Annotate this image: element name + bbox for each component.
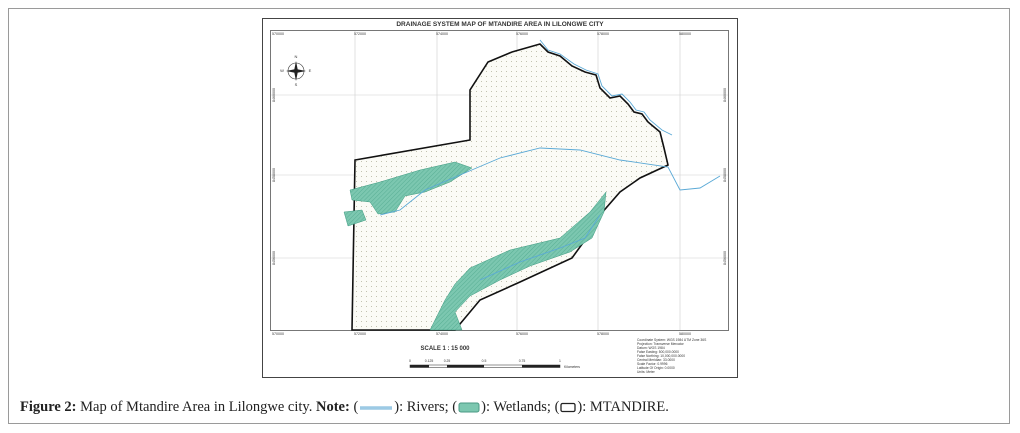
x-coordinate-label: 574000 [436,332,448,336]
x-coordinate-label: 580000 [679,332,691,336]
map-metadata: Latitude Of Origin: 0.0000 [637,366,675,370]
river-legend-icon [360,406,393,410]
scale-label: 0.25 [444,359,451,363]
map-metadata: False Easting: 500,000.0000 [637,350,679,354]
x-coordinate-label: 570000 [272,332,284,336]
x-coordinate-label: 570000 [272,32,284,36]
map-metadata: False Northing: 10,000,000.0000 [637,354,685,358]
compass-label: N [295,54,298,59]
compass-label: S [295,82,298,87]
x-coordinate-label: 572000 [354,32,366,36]
x-coordinate-label: 580000 [679,32,691,36]
map-metadata: Coordinate System: WGS 1984 UTM Zone 36S [637,338,707,342]
wetland-legend-icon [458,402,480,413]
map-metadata: Units: Meter [637,370,656,374]
river [379,147,721,216]
x-coordinate-label: 578000 [597,332,609,336]
compass [286,61,306,81]
scale-bar [409,364,561,368]
x-coordinate-label: 574000 [436,32,448,36]
map-figure: DRAINAGE SYSTEM MAP OF MTANDIRE AREA IN … [262,18,738,378]
x-coordinate-label: 576000 [516,32,528,36]
caption-label: Figure 2: [20,399,77,415]
map-metadata: Central Meridian: 33.0000 [637,358,675,362]
scale-label: 0.75 [519,359,526,363]
map-metadata: Projection: Transverse Mercator [637,342,685,346]
y-coordinate-label: 8460000 [723,88,727,102]
scale-label: 0.125 [425,359,434,363]
caption-fragment: ): MTANDIRE. [577,399,669,415]
x-coordinate-label: 578000 [597,32,609,36]
y-coordinate-label: 8458000 [723,168,727,182]
river [539,39,673,136]
scale-text: SCALE 1 : 15 000 [420,346,470,352]
y-coordinate-label: 8456000 [723,251,727,265]
figure-caption: Figure 2: Map of Mtandire Area in Lilong… [20,399,669,416]
caption-text: Map of Mtandire Area in Lilongwe city. [80,399,313,415]
caption-note-label: Note: [315,399,350,415]
scale-label: 1 [559,359,561,363]
river [479,214,601,281]
compass-label: W [280,68,284,73]
map-metadata: Datum: WGS 1984 [637,346,665,350]
y-coordinate-label: 8458000 [272,168,276,182]
map-title: DRAINAGE SYSTEM MAP OF MTANDIRE AREA IN … [396,21,604,28]
caption-fragment: ): Rivers; ( [394,399,458,415]
figure-frame [8,8,1010,424]
x-coordinate-label: 572000 [354,332,366,336]
wetland [429,191,607,331]
caption-fragment: ( [353,399,359,415]
scale-label: 0.5 [482,359,487,363]
wetland [349,161,473,215]
scale-label: Kilometers [564,365,580,369]
caption-fragment: ): Wetlands; ( [481,399,560,415]
compass-label: E [309,68,312,73]
y-coordinate-label: 8456000 [272,251,276,265]
map-metadata: Scale Factor: 0.9996 [637,362,668,366]
y-coordinate-label: 8460000 [272,88,276,102]
scale-label: 0 [409,359,411,363]
boundary-legend-icon [560,403,577,413]
x-coordinate-label: 576000 [516,332,528,336]
wetland [343,209,367,227]
